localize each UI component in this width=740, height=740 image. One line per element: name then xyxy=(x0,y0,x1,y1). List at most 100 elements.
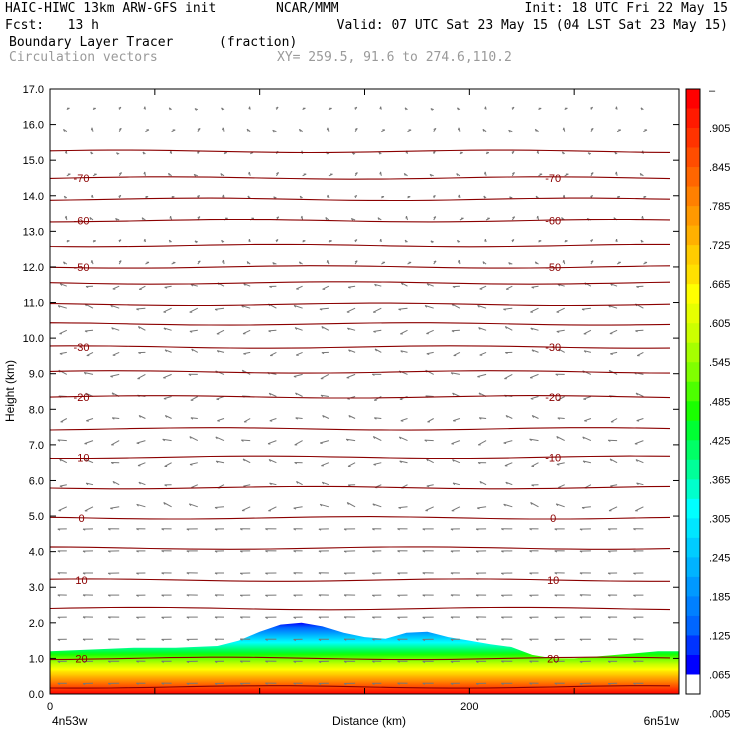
vector-arrow-head xyxy=(607,683,611,686)
contour-label: -30 xyxy=(74,342,90,354)
y-tick-label: 4.0 xyxy=(29,547,44,559)
vector-arrow-head xyxy=(636,482,639,486)
vector-arrow-head xyxy=(554,682,558,685)
vector-arrow xyxy=(635,329,644,332)
colorbar-cell xyxy=(686,303,700,324)
vector-arrow-head xyxy=(607,572,611,575)
vector-arrow xyxy=(243,418,251,423)
vector-arrow-head xyxy=(399,460,402,464)
vector-arrow-head xyxy=(354,194,357,198)
vector-arrow xyxy=(372,503,382,508)
vector-arrow xyxy=(294,440,303,446)
vector-arrow-head xyxy=(265,638,268,641)
vector-arrow-head xyxy=(107,594,111,597)
vector-arrow-head xyxy=(318,550,322,553)
vector-arrow-head xyxy=(633,550,636,553)
vector-arrow-head xyxy=(530,502,533,505)
vector-arrow-head xyxy=(579,594,583,597)
vector-arrow-head xyxy=(343,638,347,641)
vector-arrow-head xyxy=(318,638,322,641)
colorbar-label: .425 xyxy=(709,435,730,447)
vector-arrow xyxy=(162,438,172,442)
vector-arrow-head xyxy=(609,458,612,462)
model-title: HAIC-HIWC 13km ARW-GFS init xyxy=(5,1,217,16)
vector-arrow-head xyxy=(186,594,190,597)
vector-arrow-head xyxy=(426,283,430,286)
vector-arrow xyxy=(609,329,618,335)
vector-arrow-head xyxy=(615,171,617,175)
vector-arrow-head xyxy=(241,439,244,442)
vector-arrow-head xyxy=(197,216,201,219)
contour-label: -60 xyxy=(74,216,90,228)
vector-arrow-head xyxy=(579,638,583,641)
vector-arrow-head xyxy=(163,502,166,505)
vector-arrow xyxy=(296,351,303,356)
vector-arrow-head xyxy=(347,484,351,487)
vector-arrow xyxy=(477,440,487,446)
vector-arrow xyxy=(86,351,94,357)
vector-arrow-head xyxy=(137,326,141,329)
vector-arrow xyxy=(556,307,565,313)
vector-arrow-head xyxy=(143,171,146,175)
vector-arrow xyxy=(558,484,565,489)
vector-arrow-head xyxy=(554,660,558,663)
vector-arrow-head xyxy=(579,616,583,619)
vector-arrow-head xyxy=(190,417,194,420)
vector-arrow-head xyxy=(161,638,165,641)
vector-arrow-head xyxy=(372,503,375,507)
vector-arrow-head xyxy=(214,507,218,509)
vector-arrow-head xyxy=(475,572,479,575)
vector-arrow-head xyxy=(296,481,299,484)
vector-arrow-head xyxy=(482,261,485,265)
vector-arrow-head xyxy=(607,439,611,442)
vector-arrow-head xyxy=(636,286,639,289)
contour-label: -10 xyxy=(545,452,561,464)
vector-arrow-head xyxy=(529,550,532,553)
colorbar-label: .545 xyxy=(709,357,730,369)
vector-arrow-head xyxy=(579,572,583,575)
vector-arrow xyxy=(163,307,172,313)
vector-arrow-head xyxy=(269,482,272,486)
contour-label: -20 xyxy=(545,392,561,404)
contour-label: -20 xyxy=(74,392,90,404)
vector-arrow xyxy=(453,418,461,422)
vector-arrow-head xyxy=(508,129,511,133)
vector-arrow-head xyxy=(318,572,322,575)
vector-arrow xyxy=(582,436,592,442)
vector-arrow xyxy=(451,303,461,309)
vector-arrow xyxy=(296,480,303,486)
vector-arrow-head xyxy=(590,172,594,175)
vector-arrow-head xyxy=(372,682,375,685)
vector-arrow-head xyxy=(269,420,273,422)
vector-arrow-head xyxy=(110,375,113,378)
vector-arrow xyxy=(165,415,172,419)
vector-arrow xyxy=(346,502,356,508)
vector-arrow-head xyxy=(57,550,61,553)
vector-arrow-head xyxy=(581,308,585,311)
vector-arrow-head xyxy=(161,660,165,663)
vector-arrow-head xyxy=(450,550,454,553)
vector-arrow xyxy=(189,329,198,332)
y-tick-label: 1.0 xyxy=(29,653,44,665)
isotherm-line xyxy=(50,395,671,399)
x-start-location: 4n53w xyxy=(52,714,88,728)
vector-arrow xyxy=(556,436,565,442)
vector-arrow xyxy=(400,350,408,353)
vector-arrow xyxy=(138,415,146,419)
vector-arrow xyxy=(217,350,225,353)
vector-arrow-head xyxy=(138,481,141,485)
vector-arrow-head xyxy=(450,616,454,619)
vector-arrow xyxy=(453,351,461,357)
vector-arrow-head xyxy=(57,572,61,575)
y-tick-label: 14.0 xyxy=(23,191,44,203)
vector-arrow-head xyxy=(529,660,532,663)
vector-arrow-head xyxy=(90,127,93,131)
vector-arrow-head xyxy=(373,331,376,333)
vector-arrow-head xyxy=(610,485,613,488)
vector-arrow xyxy=(479,480,487,486)
contour-label: -30 xyxy=(545,342,561,354)
vector-arrow xyxy=(112,351,120,356)
vector-arrow xyxy=(479,351,487,356)
vector-arrow-head xyxy=(327,194,329,198)
vector-arrow-head xyxy=(345,438,349,442)
